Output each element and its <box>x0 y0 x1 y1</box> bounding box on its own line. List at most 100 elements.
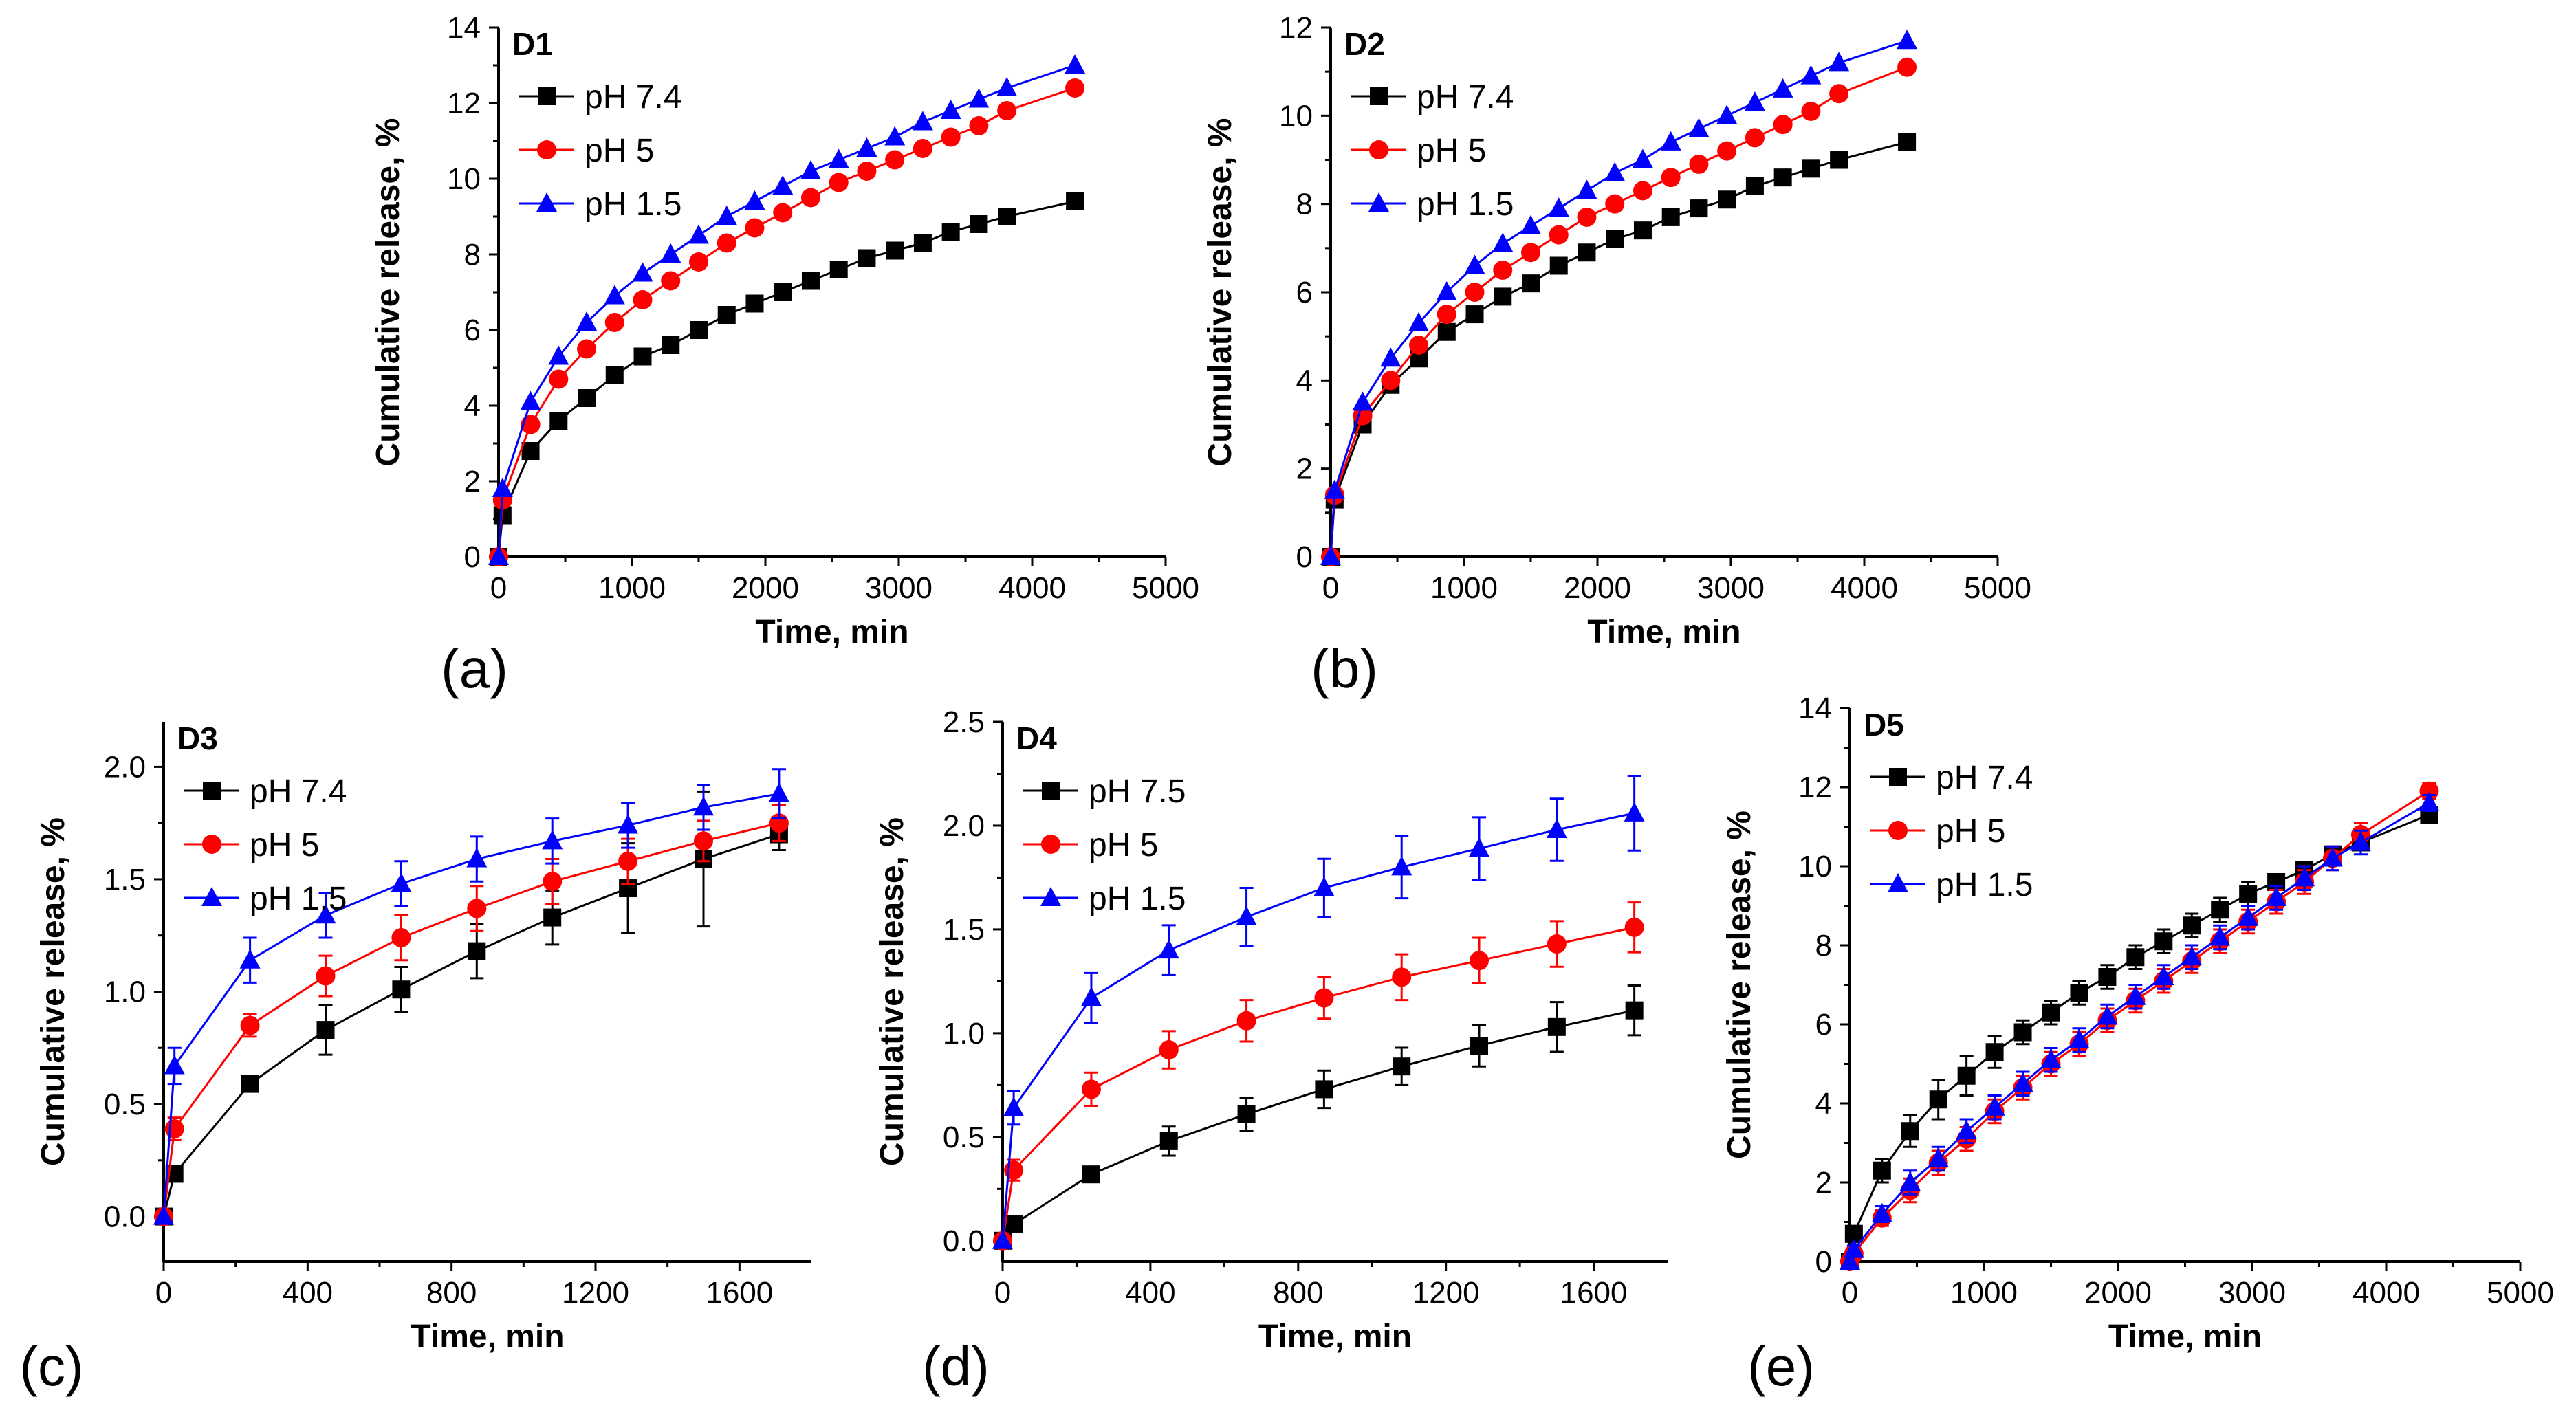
marker-square <box>801 272 820 290</box>
marker-triangle <box>1576 179 1597 199</box>
marker-triangle <box>1829 52 1850 72</box>
marker-triangle <box>315 904 336 924</box>
marker-circle <box>577 339 597 359</box>
y-tick-label: 10 <box>1798 850 1832 883</box>
legend-entry: pH 1.5 <box>184 881 347 917</box>
marker-circle <box>1661 168 1681 188</box>
marker-square <box>998 208 1016 226</box>
marker-circle <box>1689 154 1709 174</box>
marker-square <box>1549 256 1568 275</box>
marker-square <box>1237 1105 1256 1123</box>
marker-triangle <box>1464 254 1485 274</box>
marker-square <box>1578 243 1596 262</box>
marker-circle <box>604 313 624 332</box>
y-tick-label: 6 <box>1815 1008 1832 1042</box>
marker-triangle <box>1772 78 1793 98</box>
marker-circle <box>1236 1011 1256 1031</box>
marker-square <box>1901 1122 1919 1141</box>
y-axis-label: Cumulative release, % <box>1202 118 1238 467</box>
y-tick-label: 1.0 <box>104 976 146 1009</box>
marker-circle <box>1745 128 1765 148</box>
marker-circle <box>1409 336 1429 355</box>
marker-triangle <box>856 138 877 157</box>
marker-square <box>717 306 736 324</box>
marker-triangle <box>1899 1172 1921 1191</box>
marker-circle <box>1470 951 1489 971</box>
marker-circle <box>1465 283 1485 302</box>
legend-label: pH 1.5 <box>585 186 681 223</box>
marker-triangle <box>1632 148 1653 168</box>
panel-title: D5 <box>1864 707 1904 742</box>
marker-triangle <box>992 1229 1013 1249</box>
legend-label: pH 5 <box>1936 813 2005 850</box>
y-tick-label: 1.5 <box>943 913 985 947</box>
x-tick-label: 2000 <box>732 571 799 605</box>
y-tick-label: 0.0 <box>943 1224 985 1258</box>
x-tick-label: 800 <box>1273 1276 1323 1310</box>
marker-square <box>241 1075 259 1093</box>
marker-triangle <box>466 848 488 868</box>
y-tick-label: 0 <box>464 540 481 574</box>
y-tick-label: 0 <box>1296 540 1313 574</box>
marker-triangle <box>2040 1048 2062 1068</box>
marker-circle <box>800 188 820 208</box>
marker-circle <box>618 851 638 871</box>
marker-circle <box>857 162 877 181</box>
marker-triangle <box>1080 987 1102 1006</box>
legend-label: pH 7.4 <box>1417 79 1514 116</box>
marker-circle <box>1888 821 1908 840</box>
x-tick-label: 800 <box>426 1276 477 1310</box>
marker-square <box>1042 782 1060 800</box>
marker-triangle <box>239 949 261 969</box>
marker-triangle <box>716 206 737 225</box>
x-tick-label: 4000 <box>1831 571 1898 605</box>
x-tick-label: 1000 <box>1950 1276 2018 1310</box>
x-tick-label: 0 <box>994 1276 1011 1310</box>
marker-triangle <box>1065 54 1086 74</box>
marker-triangle <box>1236 905 1257 925</box>
x-axis-label: Time, min <box>2108 1319 2262 1355</box>
legend-label: pH 5 <box>585 133 654 169</box>
x-tick-label: 0 <box>1842 1276 1858 1310</box>
marker-square <box>1889 768 1907 786</box>
x-tick-label: 5000 <box>1964 571 2031 605</box>
marker-circle <box>633 290 653 309</box>
marker-square <box>1082 1165 1100 1184</box>
legend-label: pH 5 <box>1417 133 1486 169</box>
marker-circle <box>829 173 849 192</box>
marker-triangle <box>2181 946 2203 966</box>
series-ph-1-5 <box>153 768 789 1225</box>
series-line <box>1001 926 1635 1242</box>
marker-square <box>1465 305 1484 324</box>
marker-square <box>774 283 792 301</box>
legend-label: pH 1.5 <box>1936 867 2033 903</box>
marker-triangle <box>800 160 821 179</box>
x-axis-label: Time, min <box>411 1319 564 1355</box>
marker-square <box>468 942 486 960</box>
marker-square <box>1606 230 1624 248</box>
x-tick-label: 5000 <box>1132 571 1199 605</box>
marker-triangle <box>632 262 653 282</box>
marker-triangle <box>968 88 990 108</box>
series-line <box>1848 790 2430 1262</box>
y-tick-label: 10 <box>447 162 481 196</box>
marker-circle <box>240 1015 260 1035</box>
legend-entry: pH 1.5 <box>1351 186 1514 223</box>
caption-d: (d) <box>922 1336 990 1397</box>
marker-square <box>1625 1001 1644 1020</box>
marker-triangle <box>940 100 961 119</box>
x-tick-label: 3000 <box>2218 1276 2286 1310</box>
marker-square <box>1005 1215 1023 1233</box>
marker-circle <box>1065 78 1085 98</box>
marker-square <box>1437 322 1456 341</box>
series-line <box>162 822 780 1217</box>
marker-square <box>1159 1132 1178 1150</box>
marker-square <box>1315 1080 1333 1099</box>
series-ph-7-4 <box>1841 806 2438 1270</box>
marker-circle <box>549 369 569 389</box>
marker-square <box>970 215 988 233</box>
legend-entry: pH 1.5 <box>1870 867 2033 903</box>
marker-square <box>1393 1057 1411 1076</box>
marker-circle <box>1773 115 1793 135</box>
